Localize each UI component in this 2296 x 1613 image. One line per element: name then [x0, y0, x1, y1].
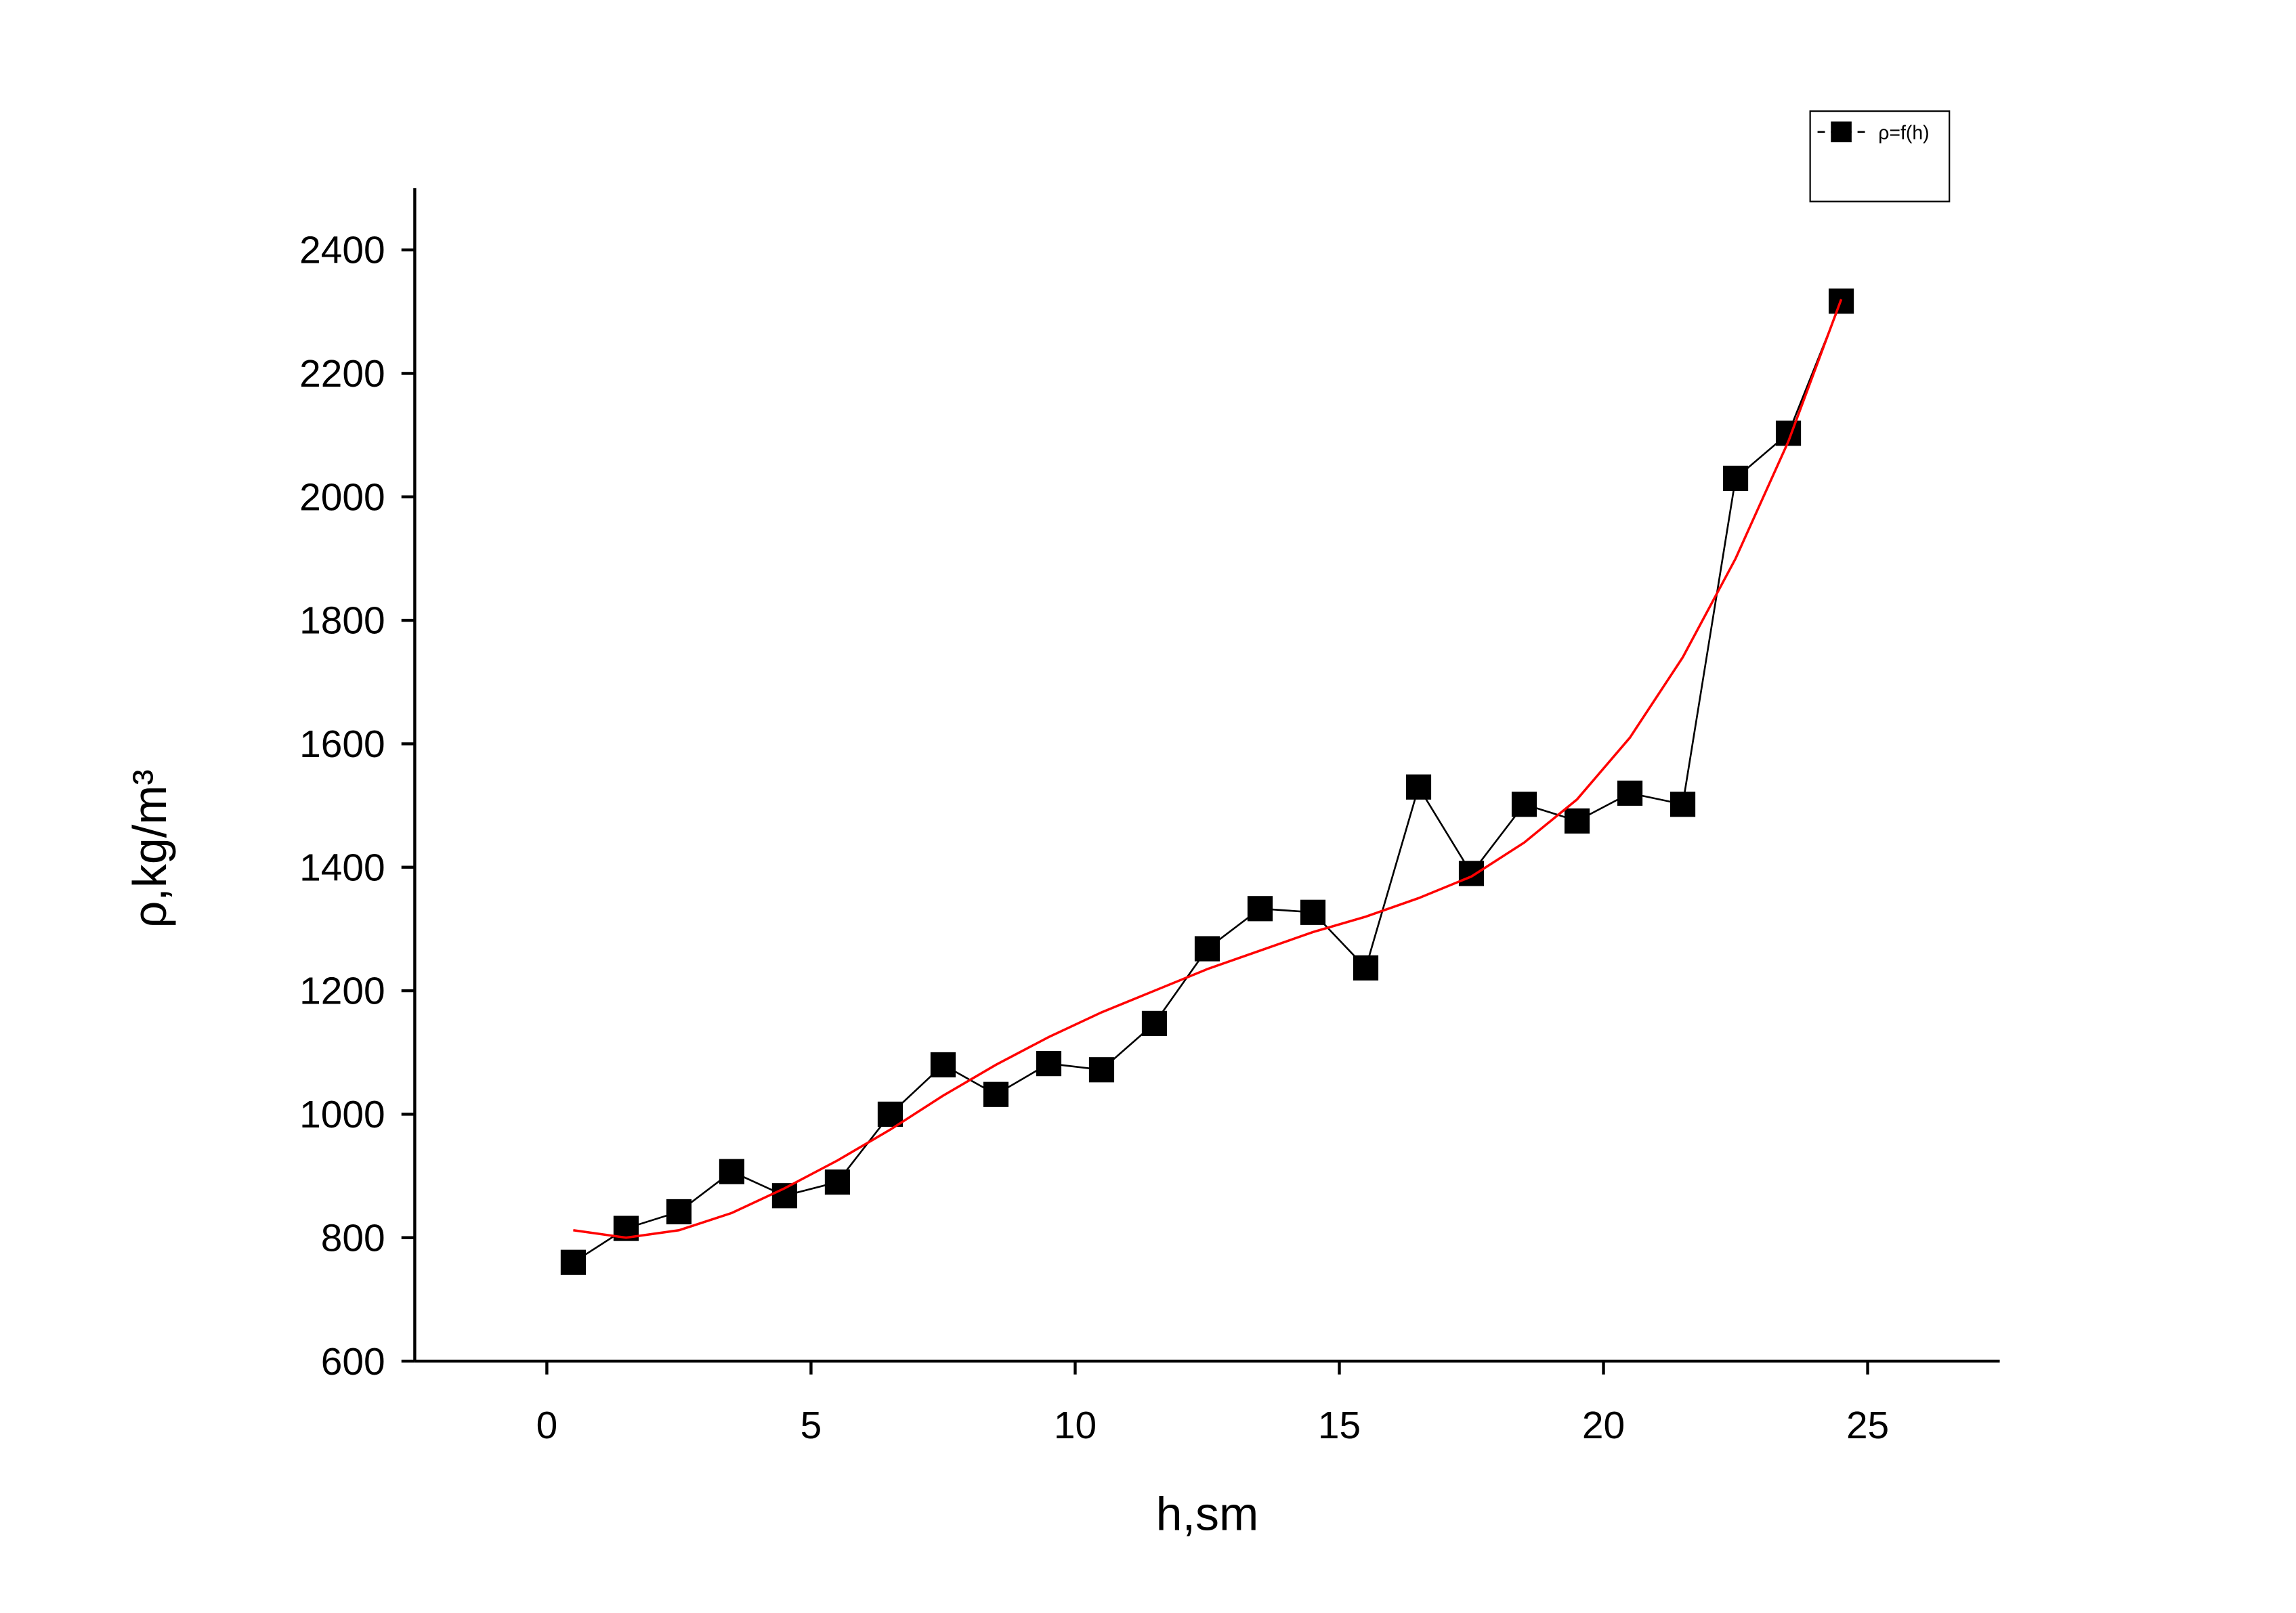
data-point — [1670, 792, 1696, 817]
x-axis-label: h,sm — [1156, 1487, 1259, 1540]
data-point — [1088, 1057, 1115, 1083]
data-point — [930, 1052, 956, 1078]
data-point — [666, 1199, 692, 1225]
data-point — [1564, 808, 1590, 834]
legend-label: ρ=f(h) — [1878, 123, 1929, 144]
x-tick-label: 25 — [1846, 1404, 1889, 1447]
data-point — [983, 1081, 1009, 1107]
x-tick-label: 0 — [536, 1404, 558, 1447]
x-tick-label: 5 — [801, 1404, 822, 1447]
data-point — [719, 1159, 745, 1184]
y-tick-label: 1200 — [299, 970, 385, 1013]
y-tick-label: 2200 — [299, 353, 385, 395]
data-point — [1036, 1051, 1062, 1077]
y-tick-label: 1600 — [299, 723, 385, 766]
data-point — [1458, 861, 1485, 886]
y-tick-label: 800 — [321, 1217, 385, 1260]
data-point — [1617, 780, 1643, 806]
data-point — [771, 1183, 798, 1209]
data-point — [1722, 465, 1749, 491]
y-tick-label: 1800 — [299, 600, 385, 643]
data-point — [1300, 899, 1326, 925]
x-tick-label: 10 — [1054, 1404, 1097, 1447]
data-point — [560, 1249, 586, 1275]
legend: ρ=f(h) — [1809, 110, 1951, 202]
data-point — [877, 1101, 903, 1127]
data-point — [1141, 1010, 1168, 1036]
data-point — [1247, 896, 1273, 922]
y-tick-label: 1000 — [299, 1094, 385, 1136]
data-point — [1511, 792, 1537, 817]
legend-marker — [1831, 121, 1852, 143]
y-tick-label: 600 — [321, 1341, 385, 1383]
y-tick-label: 2400 — [299, 230, 385, 272]
data-point — [1194, 936, 1220, 962]
x-tick-label: 15 — [1318, 1404, 1361, 1447]
data-point — [1353, 955, 1379, 981]
data-point — [1405, 774, 1432, 800]
series-line — [573, 299, 1843, 1239]
data-point — [824, 1169, 851, 1195]
x-tick-label: 20 — [1582, 1404, 1625, 1447]
y-tick-label: 2000 — [299, 476, 385, 519]
y-axis-label: ρ,kg/m³ — [123, 769, 176, 928]
series-line — [572, 301, 1842, 1264]
y-tick-label: 1400 — [299, 846, 385, 889]
